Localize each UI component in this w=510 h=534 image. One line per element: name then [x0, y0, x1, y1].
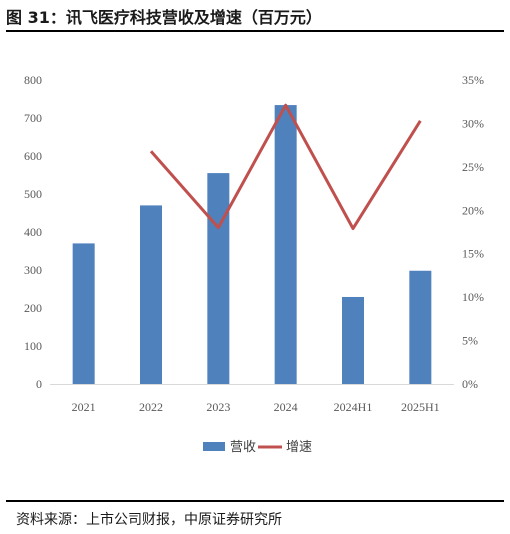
growth-line-group: [149, 103, 422, 231]
legend-label-revenue: 营收: [230, 440, 256, 455]
bar-2021: [72, 243, 95, 384]
y-right-tick: 25%: [462, 160, 484, 174]
y-left-tick: 100: [24, 339, 42, 353]
y-left-tick: 300: [24, 263, 42, 277]
figure-title: 图 31：讯飞医疗科技营收及增速（百万元）: [6, 8, 322, 27]
x-tick-2024h1: 2024H1: [334, 400, 373, 414]
x-tick-2022: 2022: [139, 400, 163, 414]
bar-2025h1: [409, 270, 432, 384]
bars-group: [72, 105, 432, 384]
y-left-tick-labels: 0 100 200 300 400 500 600 700 800: [24, 73, 42, 391]
legend-swatch-revenue: [203, 442, 225, 451]
y-left-tick: 400: [24, 225, 42, 239]
y-left-tick: 700: [24, 111, 42, 125]
x-tick-2021: 2021: [72, 400, 96, 414]
y-right-tick: 15%: [462, 247, 484, 261]
y-right-tick: 30%: [462, 116, 484, 130]
growth-line: [149, 103, 422, 231]
x-tick-2023: 2023: [206, 400, 230, 414]
y-left-tick: 500: [24, 187, 42, 201]
y-left-tick: 800: [24, 73, 42, 87]
bar-2024h1: [342, 296, 364, 384]
legend: 营收 增速: [203, 440, 312, 455]
y-left-tick: 200: [24, 301, 42, 315]
y-right-tick: 10%: [462, 290, 484, 304]
y-left-tick: 600: [24, 149, 42, 163]
y-right-tick: 0%: [462, 377, 478, 391]
source-rule: [6, 500, 504, 502]
y-right-tick-labels: 0% 5% 10% 15% 20% 25% 30% 35%: [462, 73, 484, 391]
y-right-tick: 5%: [462, 334, 478, 348]
y-right-tick: 35%: [462, 73, 484, 87]
title-rule: [6, 30, 504, 32]
x-tick-labels: 2021 2022 2023 2024 2024H1 2025H1: [72, 400, 440, 414]
bar-2023: [207, 173, 230, 384]
y-left-tick: 0: [36, 377, 42, 391]
bar-2022: [140, 205, 162, 384]
x-tick-2025h1: 2025H1: [401, 400, 440, 414]
bar-2024: [274, 105, 297, 384]
source-note: 资料来源：上市公司财报，中原证券研究所: [16, 512, 282, 528]
x-tick-2024: 2024: [274, 400, 298, 414]
y-right-tick: 20%: [462, 203, 484, 217]
legend-label-growth: 增速: [286, 440, 312, 455]
